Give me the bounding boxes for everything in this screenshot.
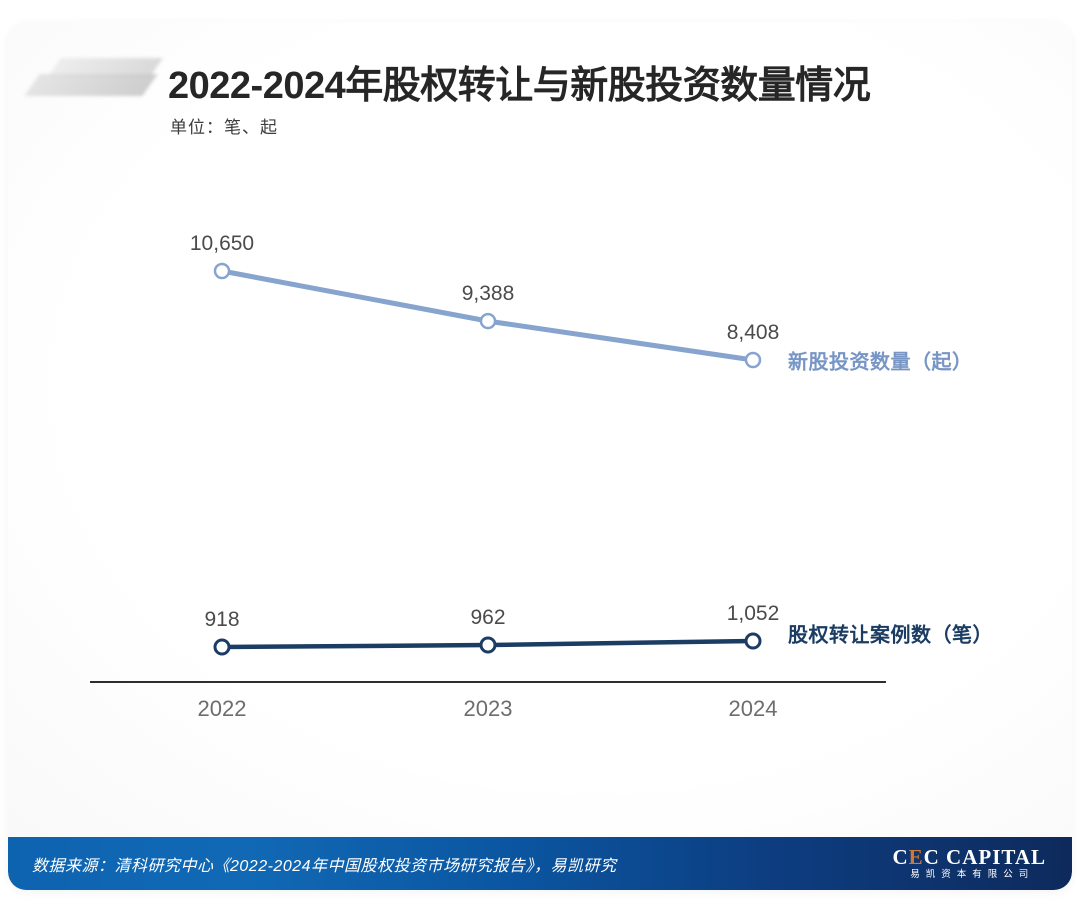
redacted-logo-shape (24, 74, 158, 96)
cec-brand-subtext: 易凯资本有限公司 (910, 869, 1035, 881)
brand-letter: C (892, 845, 909, 870)
cec-capital-logo: CEC CAPITAL 易凯资本有限公司 (892, 846, 1046, 881)
chart-title: 2022-2024年股权转让与新股投资数量情况 (168, 65, 871, 107)
cec-brand-text: CEC CAPITAL (892, 846, 1046, 869)
redacted-logo (20, 52, 170, 112)
brand-letter-accent: E (908, 845, 924, 870)
brand-letters: C CAPITAL (923, 845, 1046, 870)
chart-card: 2022-2024年股权转让与新股投资数量情况 单位：笔、起 数据来源：清科研究… (8, 22, 1072, 890)
data-source-text: 数据来源：清科研究中心《2022-2024年中国股权投资市场研究报告》，易凯研究 (32, 857, 617, 875)
footer-bar: 数据来源：清科研究中心《2022-2024年中国股权投资市场研究报告》，易凯研究… (8, 837, 1072, 890)
unit-note: 单位：笔、起 (170, 118, 278, 137)
